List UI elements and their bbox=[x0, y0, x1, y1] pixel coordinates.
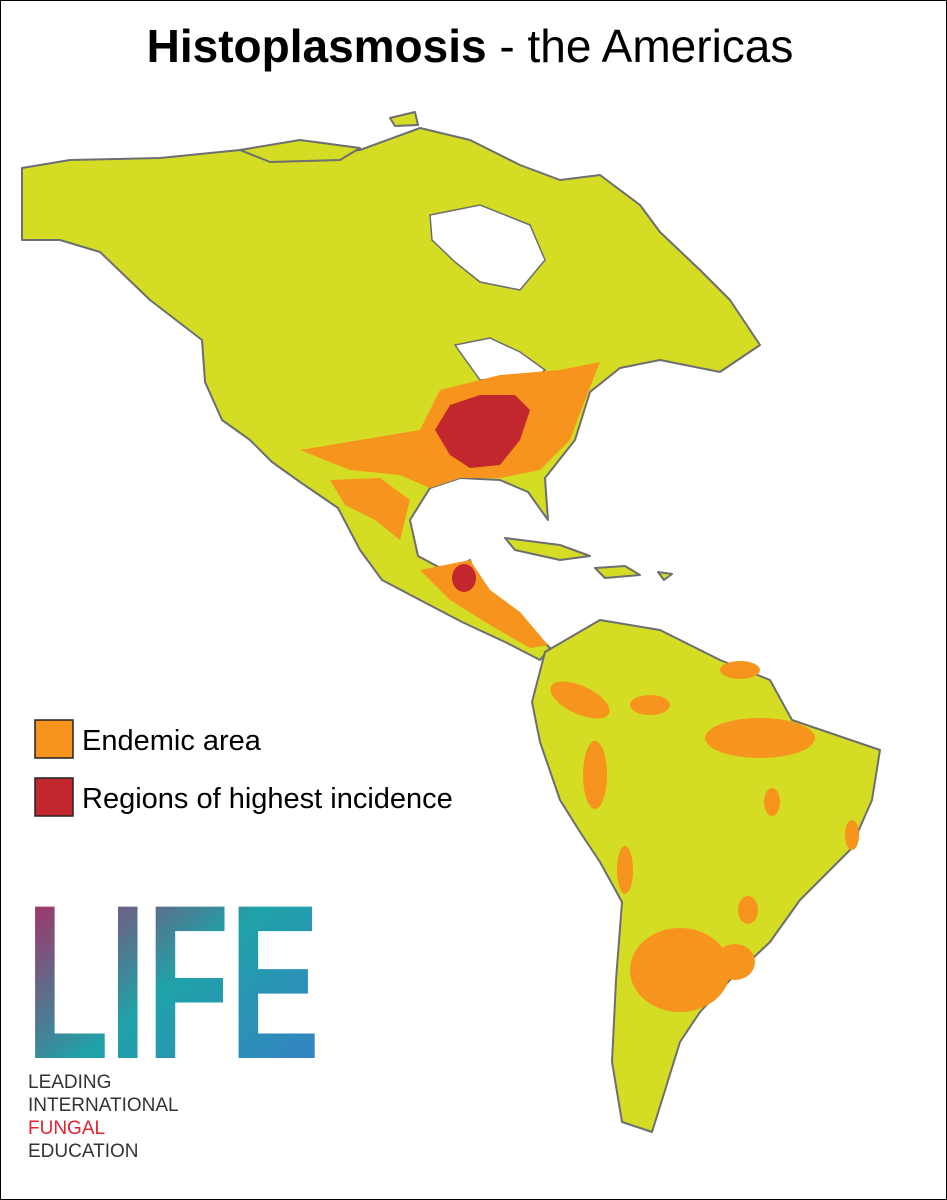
logo-line: LEADING bbox=[28, 1072, 111, 1093]
logo-letters: LIFE bbox=[26, 859, 320, 1105]
logo: LIFE LEADING INTERNATIONAL FUNGAL EDUCAT… bbox=[26, 859, 320, 1162]
endemic-south-america bbox=[550, 661, 859, 1012]
title: Histoplasmosis - the Americas bbox=[147, 20, 794, 72]
title-rest: - the Americas bbox=[487, 20, 794, 72]
legend-swatch bbox=[34, 719, 74, 759]
logo-line: FUNGAL bbox=[28, 1118, 105, 1139]
legend: Endemic area Regions of highest incidenc… bbox=[34, 719, 453, 817]
map bbox=[21, 111, 881, 1133]
endemic-central-america bbox=[420, 560, 548, 648]
logo-line: INTERNATIONAL bbox=[28, 1095, 179, 1116]
legend-label: Regions of highest incidence bbox=[82, 783, 453, 815]
logo-line: EDUCATION bbox=[28, 1141, 138, 1162]
legend-swatch bbox=[34, 777, 74, 817]
caribbean bbox=[504, 537, 673, 581]
hudson-bay bbox=[429, 204, 546, 291]
legend-label: Endemic area bbox=[82, 725, 262, 757]
high-central-america bbox=[452, 564, 476, 592]
title-bold: Histoplasmosis bbox=[147, 20, 487, 72]
greenland-islands bbox=[239, 111, 419, 163]
endemic-mexico bbox=[330, 478, 410, 540]
high-us bbox=[435, 395, 530, 468]
